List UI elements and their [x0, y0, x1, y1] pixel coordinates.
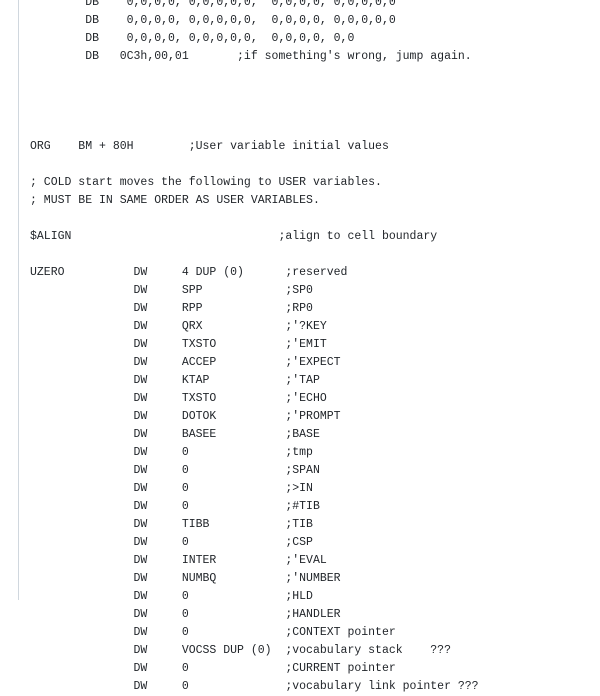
- line-number-gutter: [0, 0, 19, 600]
- code-line: DW TIBB ;TIB: [30, 516, 600, 534]
- code-line: ; MUST BE IN SAME ORDER AS USER VARIABLE…: [30, 192, 600, 210]
- code-line: [30, 120, 600, 138]
- code-line: DW NUMBQ ;'NUMBER: [30, 570, 600, 588]
- code-line: DW 0 ;tmp: [30, 444, 600, 462]
- code-line: DW TXSTO ;'ECHO: [30, 390, 600, 408]
- code-line: DW 0 ;CURRENT pointer: [30, 660, 600, 678]
- code-line: DW 0 ;vocabulary link pointer ???: [30, 678, 600, 696]
- code-line: DW TXSTO ;'EMIT: [30, 336, 600, 354]
- code-line: DW DOTOK ;'PROMPT: [30, 408, 600, 426]
- code-line: DW 0 ;>IN: [30, 480, 600, 498]
- code-line: DW RPP ;RP0: [30, 300, 600, 318]
- code-line: DW 0 ;SPAN: [30, 462, 600, 480]
- code-line: [30, 210, 600, 228]
- code-line: [30, 156, 600, 174]
- code-line: DW QRX ;'?KEY: [30, 318, 600, 336]
- code-line: [30, 66, 600, 84]
- code-line: DB 0,0,0,0, 0,0,0,0,0, 0,0,0,0, 0,0,0,0,…: [30, 12, 600, 30]
- code-line: $ALIGN ;align to cell boundary: [30, 228, 600, 246]
- code-line: UZERO DW 4 DUP (0) ;reserved: [30, 264, 600, 282]
- code-line: DB 0,0,0,0, 0,0,0,0,0, 0,0,0,0, 0,0: [30, 30, 600, 48]
- code-line: DB 0C3h,00,01 ;if something's wrong, jum…: [30, 48, 600, 66]
- code-block: DB 0,0,0,0, 0,0,0,0,0, 0,0,0,0, 0,0,0,0,…: [30, 0, 600, 696]
- code-line: [30, 84, 600, 102]
- code-line: ORG BM + 80H ;User variable initial valu…: [30, 138, 600, 156]
- code-line: DW 0 ;HLD: [30, 588, 600, 606]
- code-line: DW 0 ;HANDLER: [30, 606, 600, 624]
- code-line: [30, 246, 600, 264]
- code-line: DW VOCSS DUP (0) ;vocabulary stack ???: [30, 642, 600, 660]
- code-line: DW INTER ;'EVAL: [30, 552, 600, 570]
- code-line: DW KTAP ;'TAP: [30, 372, 600, 390]
- code-line: DW 0 ;CSP: [30, 534, 600, 552]
- code-line: DW BASEE ;BASE: [30, 426, 600, 444]
- code-line: DW ACCEP ;'EXPECT: [30, 354, 600, 372]
- code-line: DW 0 ;#TIB: [30, 498, 600, 516]
- code-line: DW SPP ;SP0: [30, 282, 600, 300]
- code-line: [30, 102, 600, 120]
- code-line: ; COLD start moves the following to USER…: [30, 174, 600, 192]
- code-line: DW 0 ;CONTEXT pointer: [30, 624, 600, 642]
- code-line: DB 0,0,0,0, 0,0,0,0,0, 0,0,0,0, 0,0,0,0,…: [30, 0, 600, 12]
